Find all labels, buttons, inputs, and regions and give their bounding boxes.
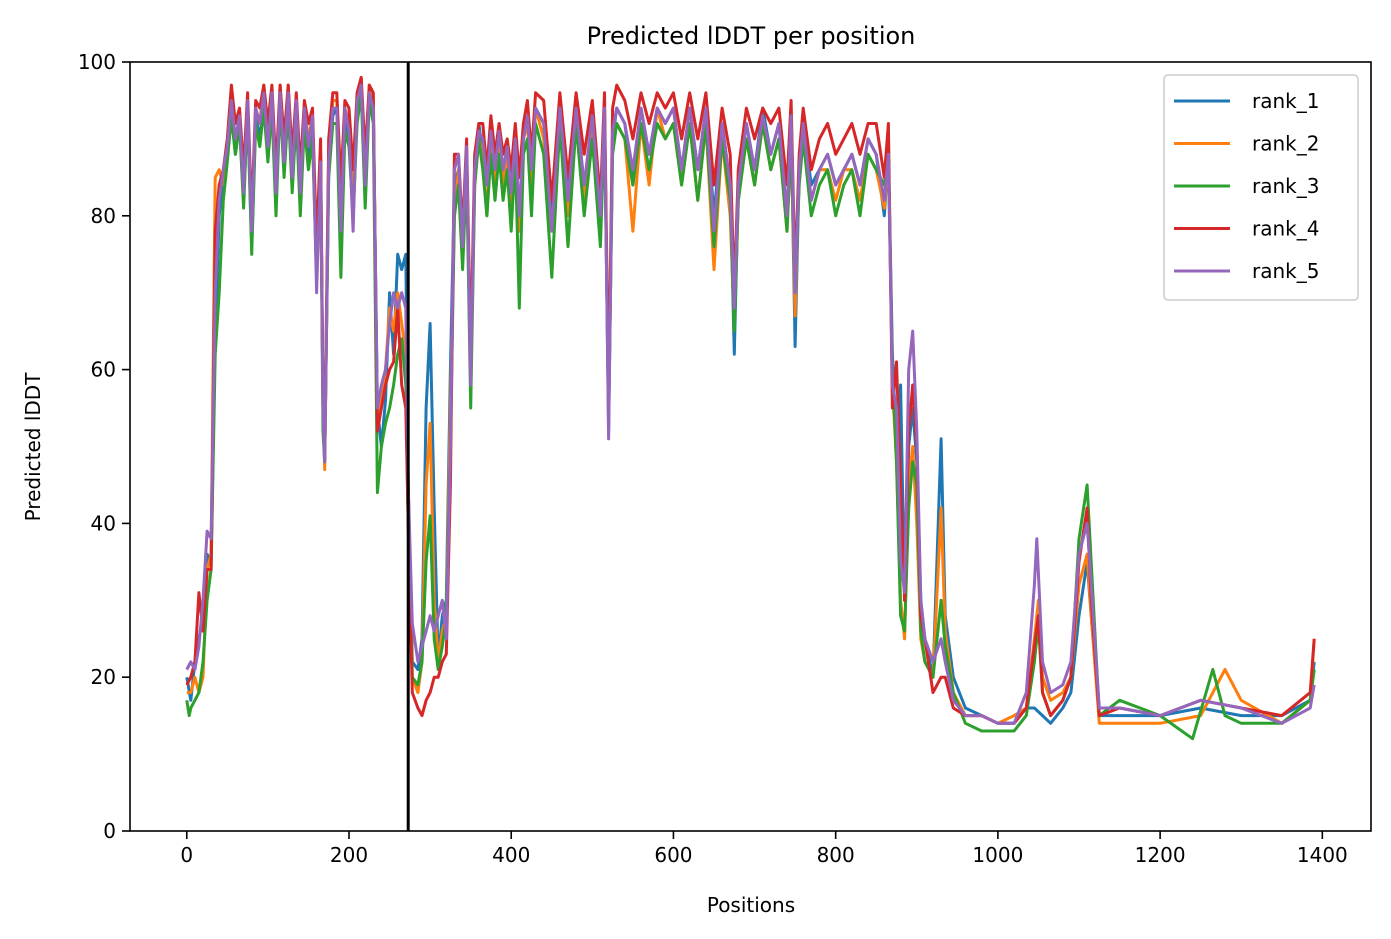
- series-line-rank_3: [185, 91, 1316, 741]
- y-tick-label: 80: [91, 204, 116, 228]
- x-tick-label: 800: [817, 843, 855, 867]
- x-tick-label: 1400: [1297, 843, 1348, 867]
- y-axis-title: Predicted lDDT: [21, 372, 45, 522]
- series-line-rank_5: [185, 83, 1316, 725]
- legend-label-rank_4: rank_4: [1252, 217, 1319, 241]
- x-tick-label: 400: [492, 843, 530, 867]
- legend-label-rank_2: rank_2: [1252, 132, 1319, 156]
- legend: rank_1 rank_2 rank_3 rank_4 rank_5: [1163, 74, 1359, 301]
- x-tick-label: 1000: [972, 843, 1023, 867]
- x-tick-label: 0: [180, 843, 193, 867]
- x-tick-label: 200: [330, 843, 368, 867]
- x-tick-label: 600: [654, 843, 692, 867]
- y-tick-label: 20: [91, 665, 116, 689]
- x-tick-label: 1200: [1135, 843, 1186, 867]
- x-axis-title: Positions: [707, 893, 795, 917]
- legend-label-rank_3: rank_3: [1252, 174, 1319, 198]
- y-tick-label: 100: [78, 50, 116, 74]
- y-tick-label: 0: [103, 819, 116, 843]
- legend-label-rank_1: rank_1: [1252, 89, 1319, 113]
- legend-box: [1163, 74, 1359, 301]
- chart-title: Predicted lDDT per position: [587, 22, 916, 50]
- legend-label-rank_5: rank_5: [1252, 259, 1319, 283]
- plot-frame: [129, 61, 1372, 832]
- y-tick-label: 40: [91, 511, 116, 535]
- y-tick-label: 60: [91, 358, 116, 382]
